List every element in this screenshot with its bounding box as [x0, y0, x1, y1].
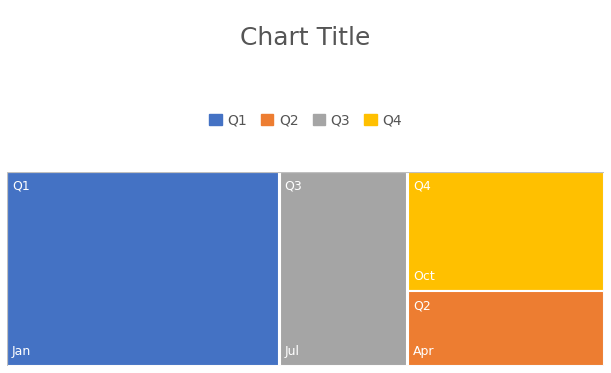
Text: Q1: Q1 — [12, 179, 30, 192]
Text: Q4: Q4 — [413, 179, 431, 192]
Bar — [280, 172, 407, 366]
Text: Apr: Apr — [413, 345, 434, 358]
Bar — [408, 172, 604, 291]
Text: Jan: Jan — [12, 345, 31, 358]
Legend: Q1, Q2, Q3, Q4: Q1, Q2, Q3, Q4 — [203, 108, 408, 133]
Bar — [7, 172, 279, 366]
Text: Jul: Jul — [285, 345, 299, 358]
Text: Oct: Oct — [413, 270, 434, 283]
Text: Q3: Q3 — [285, 179, 302, 192]
Bar — [408, 291, 604, 366]
Text: Chart Title: Chart Title — [240, 26, 371, 50]
Text: Q2: Q2 — [413, 299, 431, 312]
